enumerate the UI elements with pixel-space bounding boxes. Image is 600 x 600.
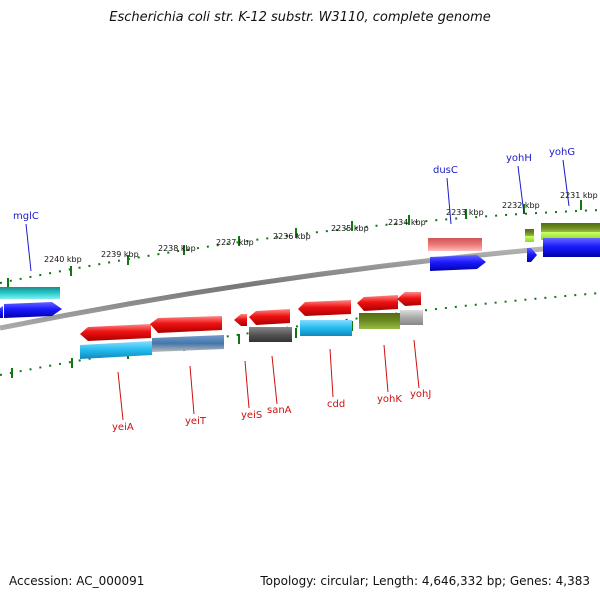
feature-olive-yohH — [525, 229, 534, 236]
feature-darkgray-sanA — [249, 327, 292, 342]
gene-label-mglC: mglC — [13, 211, 39, 222]
feature-blue-yohH — [527, 248, 537, 262]
scale-labels: 2240 kbp 2239 kbp 2238 kbp 2237 kbp 2236… — [44, 191, 598, 264]
feature-blue-left-edge — [0, 306, 3, 318]
bottom-gene-labels: yeiA yeiT yeiS sanA cdd yohK yohJ — [112, 389, 431, 433]
gene-label-yeiA: yeiA — [112, 422, 134, 433]
feature-blue-dusC — [430, 255, 486, 271]
bottom-label-leaders — [117, 339, 420, 421]
gene-label-yohK: yohK — [377, 394, 402, 405]
gene-label-sanA: sanA — [267, 405, 292, 416]
gene-label-cdd: cdd — [327, 399, 345, 410]
inner-strand-features — [80, 292, 423, 359]
tick-label-2239: 2239 kbp — [101, 250, 139, 259]
gene-label-yeiS: yeiS — [241, 410, 262, 421]
feature-red-yeiT — [150, 316, 222, 333]
feature-red-yeiA — [80, 324, 151, 341]
gene-label-dusC: dusC — [433, 165, 458, 176]
scale-rail-outer — [0, 209, 600, 284]
top-label-leaders — [25, 159, 570, 272]
top-gene-labels: mglC dusC yohH yohG — [13, 147, 575, 222]
tick-label-2240: 2240 kbp — [44, 255, 82, 264]
accession-text: Accession: AC_000091 — [9, 574, 145, 588]
gene-label-yohJ: yohJ — [410, 389, 431, 400]
genome-backbone — [0, 241, 600, 331]
feature-steel-yeiT — [152, 335, 224, 352]
tick-label-2235: 2235 kbp — [331, 224, 369, 233]
tick-label-2234: 2234 kbp — [388, 218, 426, 227]
topology-text: Topology: circular; Length: 4,646,332 bp… — [260, 574, 590, 588]
feature-red-yohK — [357, 295, 398, 311]
feature-lime-yohH — [525, 236, 534, 242]
feature-cyan-cdd — [300, 320, 352, 336]
outer-strand-features — [0, 223, 600, 318]
feature-lime-yohG — [541, 232, 600, 240]
gene-label-yohG: yohG — [549, 147, 575, 158]
tick-label-2238: 2238 kbp — [158, 244, 196, 253]
feature-red-cdd — [298, 300, 351, 316]
feature-blue-yohG — [543, 238, 600, 257]
tick-label-2236: 2236 kbp — [273, 232, 311, 241]
feature-gray-yohJ — [400, 310, 423, 325]
feature-cyan-yeiA — [80, 341, 152, 359]
feature-pink-dusC — [428, 238, 482, 251]
gene-label-yeiT: yeiT — [185, 416, 207, 427]
feature-blue-mglC — [4, 302, 62, 318]
tick-label-2232: 2232 kbp — [502, 201, 540, 210]
feature-olive-yohK — [359, 313, 400, 329]
feature-olive-yohG — [541, 223, 600, 232]
feature-red-yeiS — [234, 314, 247, 326]
tick-label-2233: 2233 kbp — [446, 208, 484, 217]
feature-teal-mglC — [0, 287, 60, 299]
feature-red-yohJ — [397, 292, 421, 306]
gene-label-yohH: yohH — [506, 153, 532, 164]
map-title: Escherichia coli str. K-12 substr. W3110… — [109, 10, 491, 25]
major-ticks-outer — [7, 200, 582, 288]
feature-red-sanA — [249, 309, 290, 325]
tick-label-2231: 2231 kbp — [560, 191, 598, 200]
tick-label-2237: 2237 kbp — [216, 238, 254, 247]
scale-rail-inner — [0, 292, 600, 376]
